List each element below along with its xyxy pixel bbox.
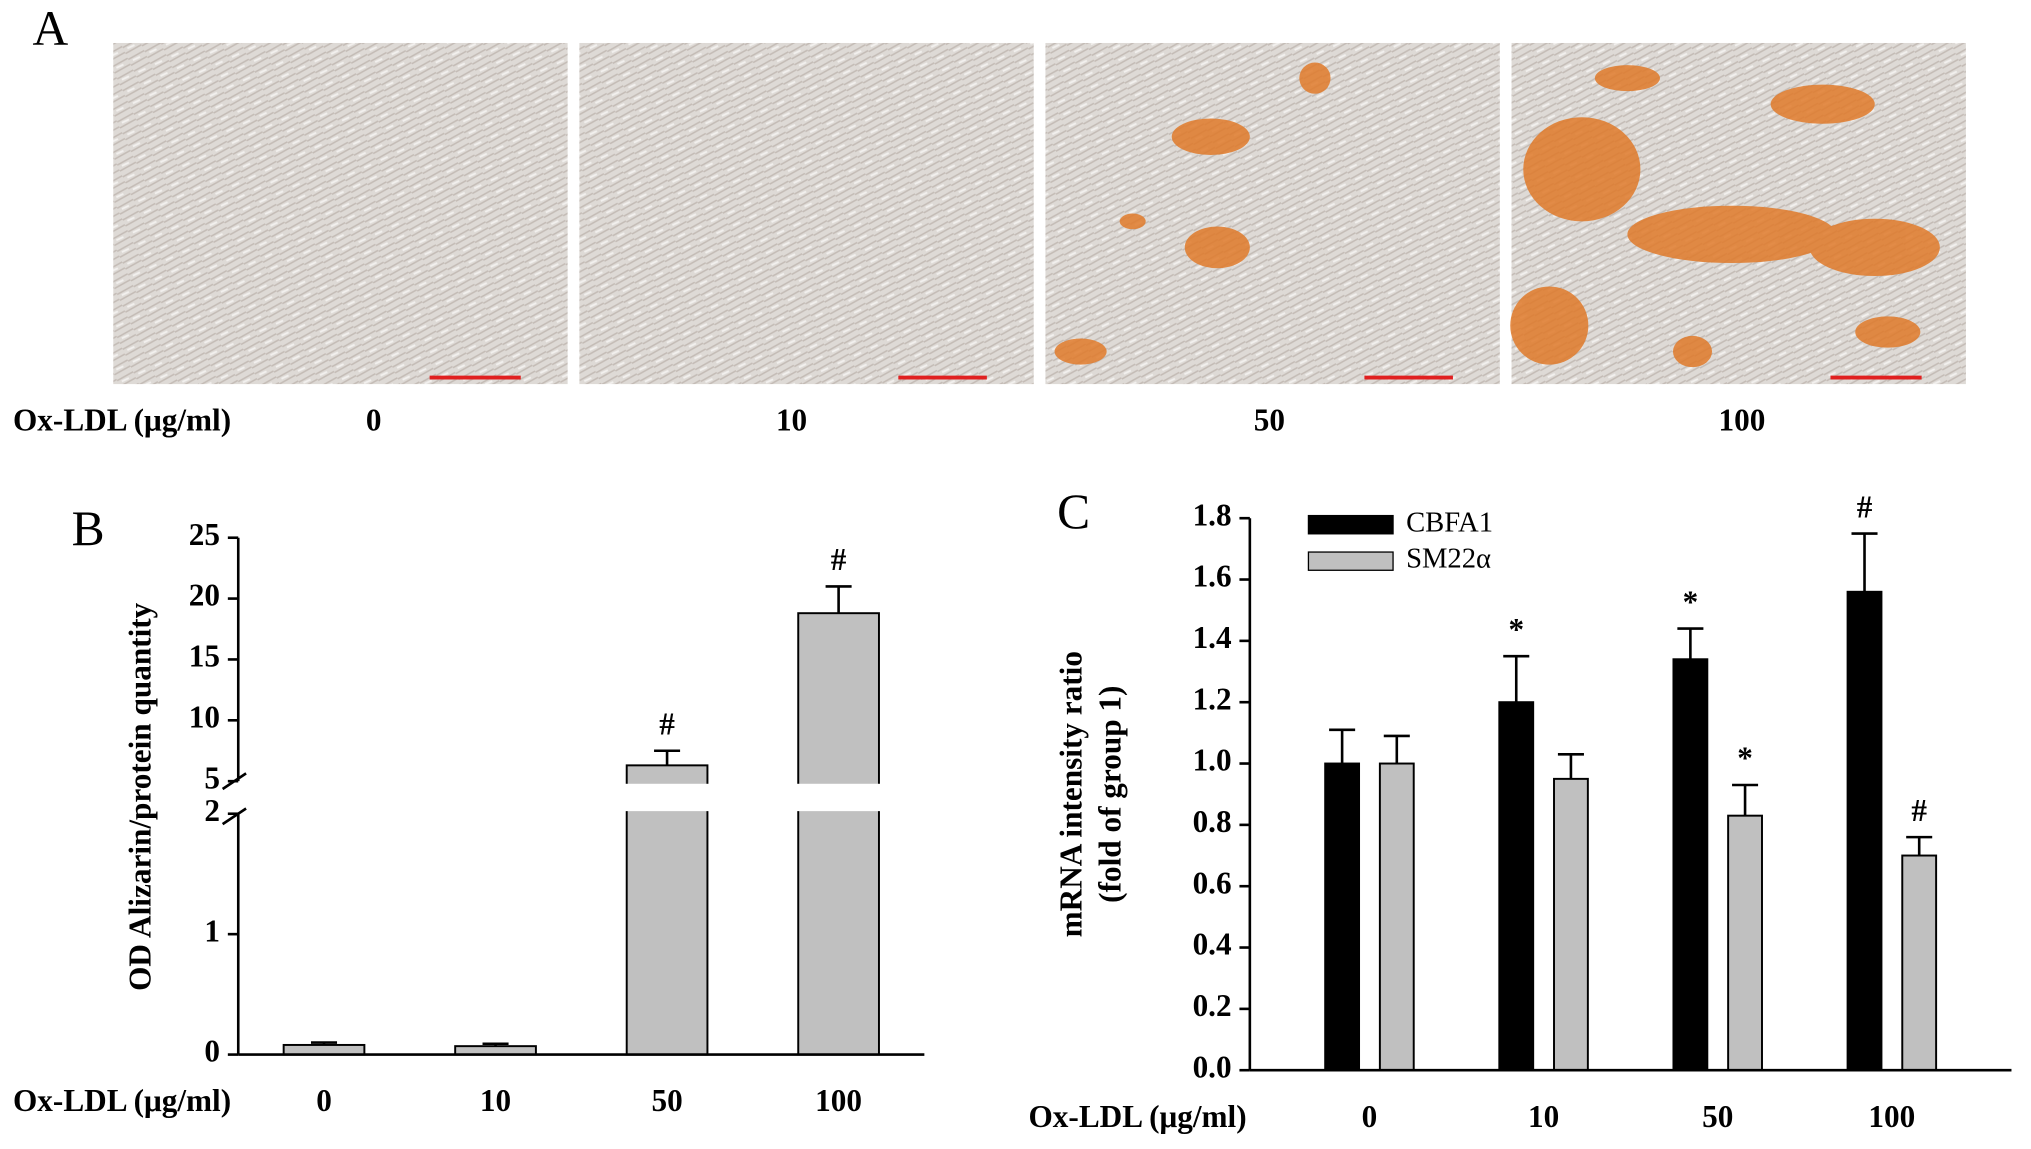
bar [1378, 762, 1415, 1072]
x-axis-title: Ox-LDL (μg/ml) [13, 1083, 231, 1118]
legend-swatch [1307, 551, 1394, 571]
bar [282, 1043, 366, 1056]
bar [1727, 814, 1763, 1072]
significance-marker: # [831, 542, 847, 577]
x-tick-label: 0 [316, 1083, 332, 1118]
category-label: 100 [1719, 402, 1766, 437]
y-tick-label: 10 [189, 699, 220, 734]
y-axis-title: (fold of group 1) [1092, 686, 1127, 903]
y-axis-title: OD Alizarin/protein quantity [122, 602, 157, 991]
significance-marker: # [659, 706, 675, 741]
panel-label: B [72, 501, 105, 556]
micrographs [113, 42, 1966, 385]
category-label: 0 [366, 402, 382, 437]
y-tick-label: 0.8 [1193, 804, 1232, 839]
category-label: 10 [776, 402, 807, 437]
significance-marker: * [1508, 612, 1524, 647]
significance-marker: # [1857, 489, 1873, 524]
y-tick-label: 20 [189, 578, 220, 613]
legend-label: CBFA1 [1406, 506, 1493, 538]
y-tick-label: 2 [204, 793, 220, 828]
x-tick-label: 50 [1702, 1099, 1733, 1134]
bar [1553, 777, 1589, 1072]
x-tick-label: 10 [480, 1083, 511, 1118]
bar [797, 612, 880, 1056]
y-tick-label: 0.0 [1193, 1049, 1232, 1084]
break-mark [221, 772, 247, 791]
y-tick-label: 25 [189, 517, 220, 552]
y-tick-label: 0.2 [1193, 988, 1232, 1023]
panel-label: A [33, 1, 69, 56]
x-tick-label: 0 [1362, 1099, 1378, 1134]
break-mark [221, 807, 247, 826]
x-tick-label: 100 [815, 1083, 862, 1118]
y-tick-label: 0.4 [1193, 927, 1232, 962]
y-tick-label: 0 [204, 1034, 220, 1069]
x-tick-label: 10 [1528, 1099, 1559, 1134]
y-tick-label: 5 [204, 760, 220, 795]
x-tick-label: 50 [651, 1083, 682, 1118]
x-tick-label: 100 [1868, 1099, 1915, 1134]
x-axis-title: Ox-LDL (μg/ml) [1029, 1099, 1247, 1134]
x-axis-title: Ox-LDL (μg/ml) [13, 402, 231, 437]
legend-label: SM22α [1406, 543, 1491, 575]
y-tick-label: 1.0 [1193, 743, 1232, 778]
significance-marker: # [1911, 793, 1927, 828]
y-tick-label: 15 [189, 639, 220, 674]
micrograph [579, 42, 1034, 385]
bar [1324, 762, 1361, 1072]
bar [1498, 701, 1535, 1072]
bar [1672, 658, 1709, 1072]
micrograph [113, 42, 568, 385]
y-tick-label: 1.2 [1193, 681, 1232, 716]
legend-swatch [1307, 514, 1394, 535]
y-axis-title: mRNA intensity ratio [1053, 651, 1088, 937]
micrograph [1045, 42, 1500, 385]
bar [1901, 854, 1938, 1072]
axis-break [240, 783, 927, 812]
category-label: 50 [1254, 402, 1285, 437]
y-tick-label: 1.8 [1193, 497, 1232, 532]
significance-marker: * [1683, 584, 1699, 619]
bar [625, 764, 709, 1056]
stain [1054, 62, 1940, 368]
y-tick-label: 1.6 [1193, 559, 1232, 594]
panel-label: C [1057, 484, 1090, 539]
y-tick-label: 0.6 [1193, 865, 1232, 900]
significance-marker: * [1737, 741, 1753, 776]
bar [1846, 590, 1883, 1072]
y-tick-label: 1.4 [1193, 620, 1232, 655]
y-tick-label: 1 [204, 913, 220, 948]
